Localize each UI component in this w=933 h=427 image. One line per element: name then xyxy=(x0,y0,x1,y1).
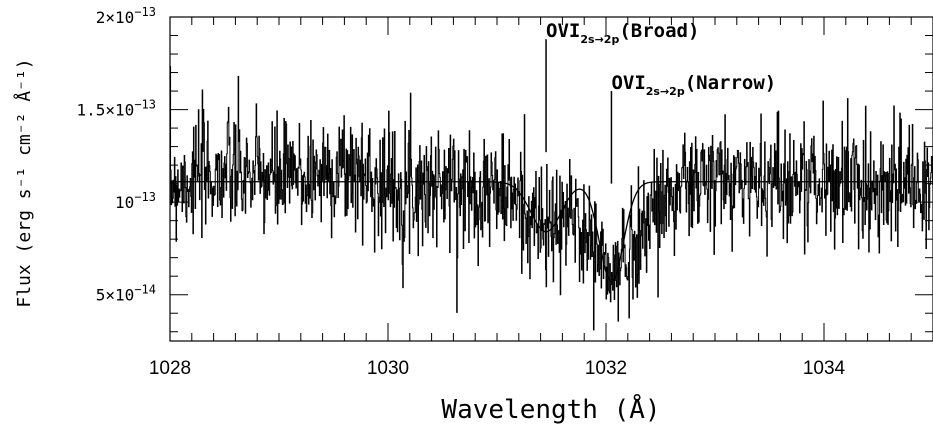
y-tick-label: 10−13 xyxy=(115,190,156,212)
y-tick-label: 2×10−13 xyxy=(96,5,156,27)
x-tick-labels: 1028 1030 1032 1034 xyxy=(149,358,846,379)
plot-frame xyxy=(169,16,933,342)
observed-spectrum xyxy=(170,65,933,331)
model-fit xyxy=(170,181,933,283)
y-tick-labels: 5×10−14 10−13 1.5×10−13 2×10−13 xyxy=(77,5,156,305)
annotation-label: OVI2s→2p(Broad) xyxy=(546,20,699,46)
x-tick-label: 1034 xyxy=(803,358,846,379)
y-tick-label: 1.5×10−13 xyxy=(77,98,156,120)
annotation-label: OVI2s→2p(Narrow) xyxy=(611,72,776,98)
y-axis-label: Flux (erg s⁻¹ cm⁻² Å⁻¹) xyxy=(13,58,35,307)
x-tick-label: 1028 xyxy=(149,358,191,379)
x-tick-label: 1030 xyxy=(367,358,409,379)
x-axis-label: Wavelength (Å) xyxy=(441,393,660,425)
annotations: OVI2s→2p(Broad) OVI2s→2p(Narrow) xyxy=(545,20,776,184)
y-tick-label: 5×10−14 xyxy=(96,283,156,305)
x-tick-label: 1032 xyxy=(585,358,627,379)
data-layer xyxy=(170,65,933,331)
ticks-layer xyxy=(169,16,933,341)
